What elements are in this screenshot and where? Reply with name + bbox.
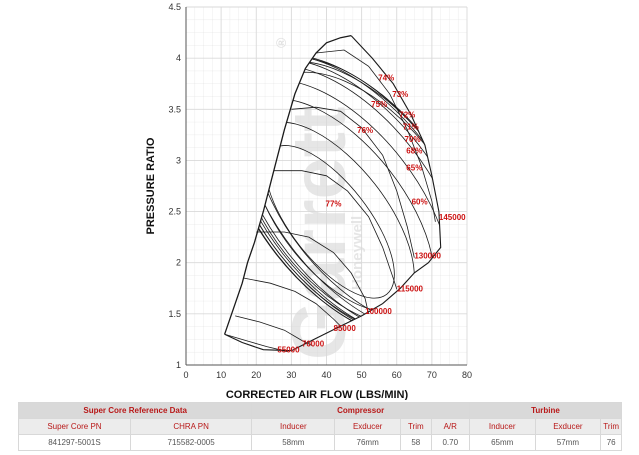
group-super-core: Super Core Reference Data bbox=[17, 402, 253, 419]
y-tick-label: 3.5 bbox=[168, 104, 181, 114]
watermark-mark: ® bbox=[273, 37, 289, 48]
x-tick-label: 50 bbox=[357, 370, 367, 380]
speed-line-label: 55000 bbox=[277, 346, 300, 355]
value-turb-trim: 76 bbox=[600, 434, 622, 451]
value-comp-ar: 0.70 bbox=[430, 434, 470, 451]
efficiency-label: 77% bbox=[326, 199, 342, 208]
x-tick-label: 80 bbox=[462, 370, 472, 380]
group-turbine: Turbine bbox=[468, 402, 623, 419]
spec-header-row: Super Core PN CHRA PN Inducer Exducer Tr… bbox=[18, 418, 622, 435]
spec-group-row: Super Core Reference Data Compressor Tur… bbox=[17, 402, 623, 419]
value-turb-inducer: 65mm bbox=[468, 434, 536, 451]
header-super-core-pn: Super Core PN bbox=[18, 418, 131, 435]
compressor-map-chart: Garrett Honeywell ® 55000700008500010000… bbox=[145, 2, 472, 400]
header-chra-pn: CHRA PN bbox=[129, 418, 253, 435]
value-comp-inducer: 58mm bbox=[251, 434, 336, 451]
header-turb-trim: Trim bbox=[600, 418, 622, 435]
header-comp-trim: Trim bbox=[400, 418, 432, 435]
axes: 0 10 20 30 40 50 60 70 80 1 1.5 2 2.5 3 3.5 4 4.5 bbox=[168, 2, 472, 380]
watermark-subtext: Honeywell bbox=[349, 216, 366, 290]
x-tick-label: 40 bbox=[321, 370, 331, 380]
header-turb-exducer: Exducer bbox=[534, 418, 602, 435]
speed-line-label: 115000 bbox=[397, 284, 424, 293]
speed-line-label: 130000 bbox=[414, 252, 441, 261]
efficiency-label: 71% bbox=[403, 123, 419, 132]
x-axis-title: CORRECTED AIR FLOW (LBS/MIN) bbox=[226, 389, 409, 400]
value-comp-trim: 58 bbox=[400, 434, 432, 451]
efficiency-label: 73% bbox=[392, 90, 408, 99]
header-comp-inducer: Inducer bbox=[251, 418, 336, 435]
header-comp-ar: A/R bbox=[430, 418, 470, 435]
speed-line bbox=[273, 170, 398, 290]
speed-line bbox=[256, 231, 369, 314]
value-super-core-pn: 841297-5001S bbox=[18, 434, 131, 451]
x-tick-label: 20 bbox=[251, 370, 261, 380]
y-tick-label: 4 bbox=[176, 53, 181, 63]
choke-line bbox=[224, 35, 442, 352]
header-turb-inducer: Inducer bbox=[468, 418, 536, 435]
x-tick-label: 0 bbox=[183, 370, 188, 380]
grid bbox=[185, 6, 468, 366]
speed-line bbox=[235, 315, 313, 346]
speed-line-label: 145000 bbox=[439, 213, 466, 222]
speed-line-label: 85000 bbox=[334, 324, 357, 333]
efficiency-label: 65% bbox=[406, 164, 422, 173]
speed-line bbox=[243, 277, 341, 327]
efficiency-label: 70% bbox=[405, 135, 421, 144]
efficiency-label: 74% bbox=[378, 74, 394, 83]
speed-lines bbox=[224, 49, 436, 353]
x-tick-label: 70 bbox=[427, 370, 437, 380]
group-compressor: Compressor bbox=[251, 402, 470, 419]
y-tick-label: 1 bbox=[176, 360, 181, 370]
y-axis-title: PRESSURE RATIO bbox=[145, 137, 157, 234]
speed-line-label: 100000 bbox=[365, 307, 392, 316]
efficiency-label: 75% bbox=[371, 100, 387, 109]
header-comp-exducer: Exducer bbox=[334, 418, 402, 435]
speed-line bbox=[224, 333, 288, 353]
efficiency-label: 76% bbox=[357, 126, 373, 135]
x-tick-label: 10 bbox=[216, 370, 226, 380]
y-tick-label: 3 bbox=[176, 155, 181, 165]
value-turb-exducer: 57mm bbox=[534, 434, 602, 451]
speed-line bbox=[291, 106, 415, 258]
y-tick-label: 4.5 bbox=[168, 2, 181, 12]
efficiency-label: 68% bbox=[406, 146, 422, 155]
efficiency-label: 72% bbox=[399, 110, 415, 119]
spec-table: Super Core Reference Data Compressor Tur… bbox=[17, 402, 623, 451]
efficiency-label: 60% bbox=[412, 197, 428, 206]
value-chra-pn: 715582-0005 bbox=[129, 434, 253, 451]
x-tick-label: 30 bbox=[286, 370, 296, 380]
y-tick-label: 1.5 bbox=[168, 309, 181, 319]
map-boundary bbox=[223, 34, 442, 352]
x-tick-label: 60 bbox=[392, 370, 402, 380]
y-tick-label: 2 bbox=[176, 258, 181, 268]
surge-line bbox=[223, 34, 352, 335]
speed-line-label: 70000 bbox=[302, 340, 325, 349]
y-tick-label: 2.5 bbox=[168, 207, 181, 217]
speed-line bbox=[315, 49, 436, 222]
value-comp-exducer: 76mm bbox=[334, 434, 402, 451]
spec-value-row: 841297-5001S 715582-0005 58mm 76mm 58 0.… bbox=[18, 434, 622, 451]
